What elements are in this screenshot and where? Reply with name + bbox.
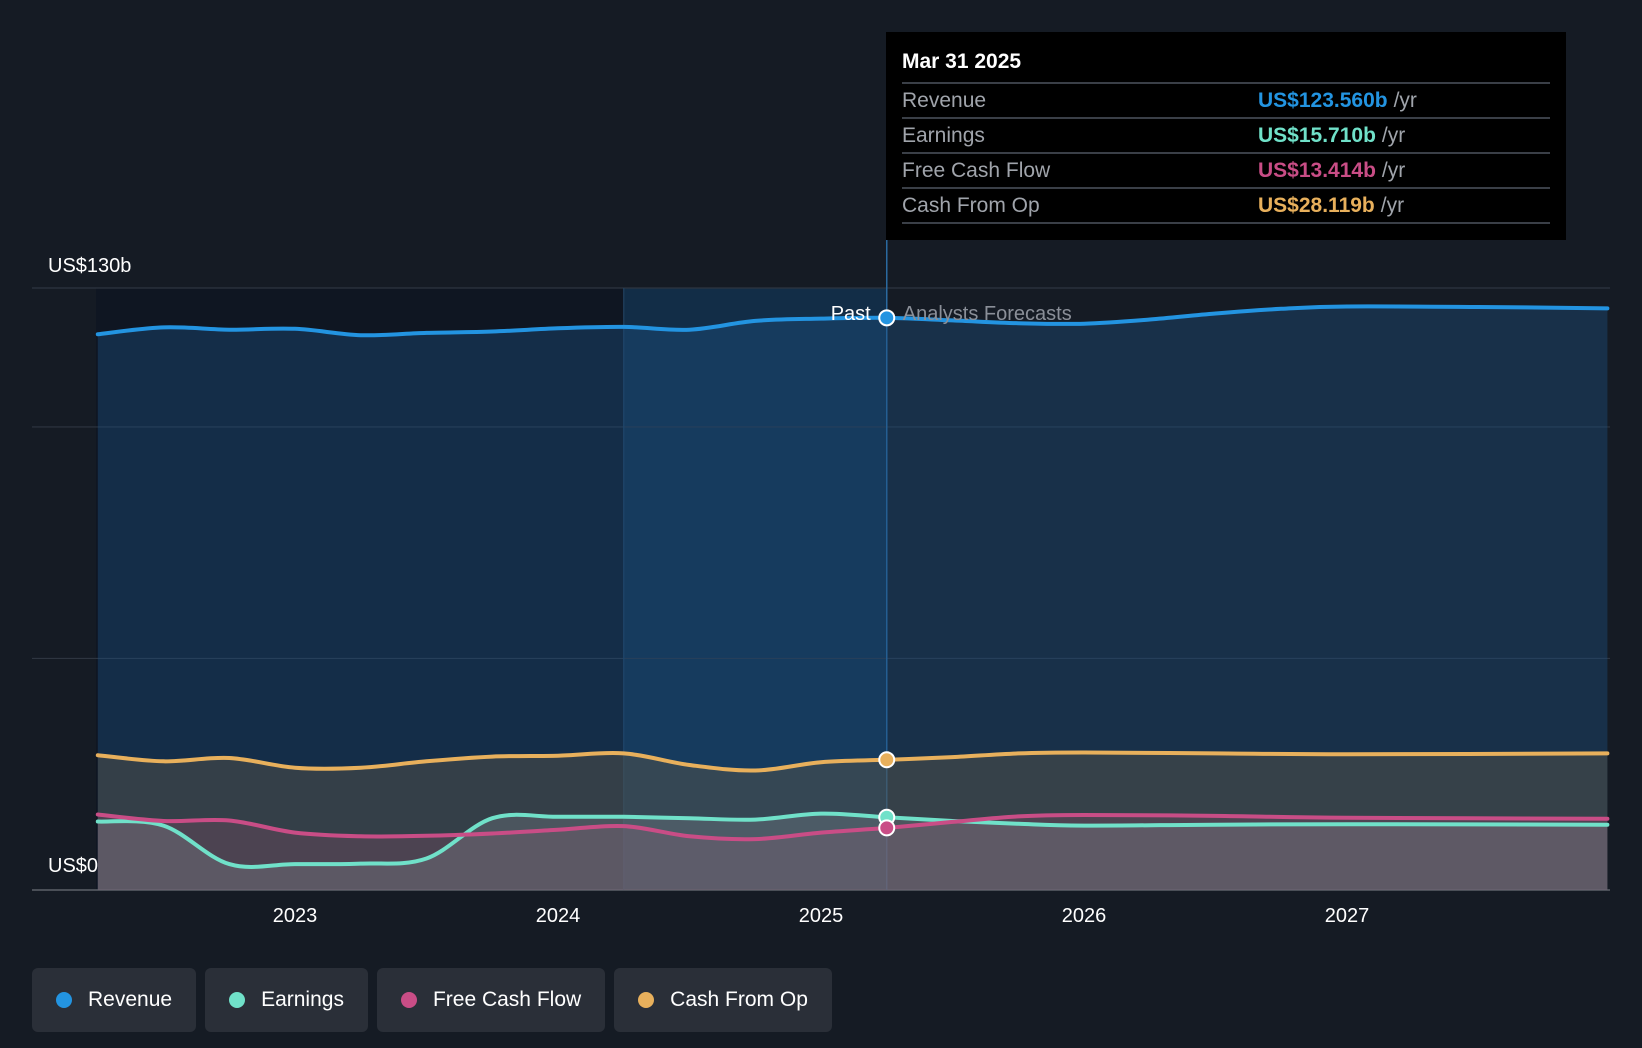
tooltip-label: Revenue [902,88,987,112]
legend-label: Cash From Op [670,988,808,1011]
earnings-dot-icon [229,992,246,1008]
tooltip-unit: /yr [1380,193,1405,217]
tooltip-label: Free Cash Flow [902,158,1051,182]
free-cash-flow-marker [878,819,896,837]
past-region [96,288,887,890]
free-cash-flow-dot-icon [400,992,417,1008]
earnings-line [95,811,1610,869]
legend-item-cash-from-op[interactable]: Cash From Op [614,968,832,1032]
x-tick-label: 2026 [1062,905,1107,927]
revenue-marker [878,309,896,327]
tooltip-row-free-cash-flow: Free Cash Flow US$13.414b /yr [902,154,1550,189]
tooltip-value: US$28.119b [1258,193,1375,217]
cash-from-op-marker [878,751,896,769]
tooltip-unit: /yr [1393,88,1417,112]
legend-item-free-cash-flow[interactable]: Free Cash Flow [376,968,606,1032]
cash-from-op-dot-icon [638,992,655,1008]
tooltip-row-revenue: Revenue US$123.560b /yr [902,84,1550,119]
y-min-label: US$0 [48,855,98,877]
revenue-line [95,304,1610,338]
forecast-label: Analysts Forecasts [903,303,1072,325]
tooltip-row-cash-from-op: Cash From Op US$28.119b /yr [902,189,1550,224]
tooltip-unit: /yr [1381,123,1406,147]
past-label: Past [831,303,871,325]
x-tick-label: 2023 [273,905,318,927]
x-tick-label: 2024 [536,905,581,927]
chart-area: US$130b US$0 2023 2024 2025 2026 2027 Past Analy… [32,240,1610,927]
tooltip-value: US$13.414b [1258,158,1376,182]
legend-label: Free Cash Flow [432,988,582,1011]
tooltip-value: US$123.560b [1258,88,1388,112]
legend-label: Earnings [261,988,344,1011]
tooltip-unit: /yr [1381,158,1406,182]
x-tick-label: 2027 [1325,905,1370,927]
tooltip-label: Cash From Op [902,193,1040,217]
tooltip: Mar 31 2025 Revenue US$123.560b /yr Earn… [886,32,1566,240]
tooltip-date: Mar 31 2025 [902,46,1550,84]
legend-item-revenue[interactable]: Revenue [32,968,197,1032]
tooltip-value: US$15.710b [1258,123,1376,147]
cash-from-op-line [95,750,1610,773]
x-tick-label: 2025 [799,905,844,927]
revenue-dot-icon [56,992,72,1008]
tooltip-label: Earnings [902,123,985,147]
y-max-label: US$130b [48,255,131,277]
tooltip-row-earnings: Earnings US$15.710b /yr [902,119,1550,154]
highlight-region [623,288,887,890]
free-cash-flow-area [97,814,1608,890]
legend-item-earnings[interactable]: Earnings [205,968,368,1032]
revenue-area [97,306,1608,891]
free-cash-flow-line [95,812,1610,842]
cash-from-op-area [97,752,1608,890]
legend-label: Revenue [88,988,173,1011]
legend: Revenue Earnings Free Cash Flow Cash Fro… [32,968,841,1032]
